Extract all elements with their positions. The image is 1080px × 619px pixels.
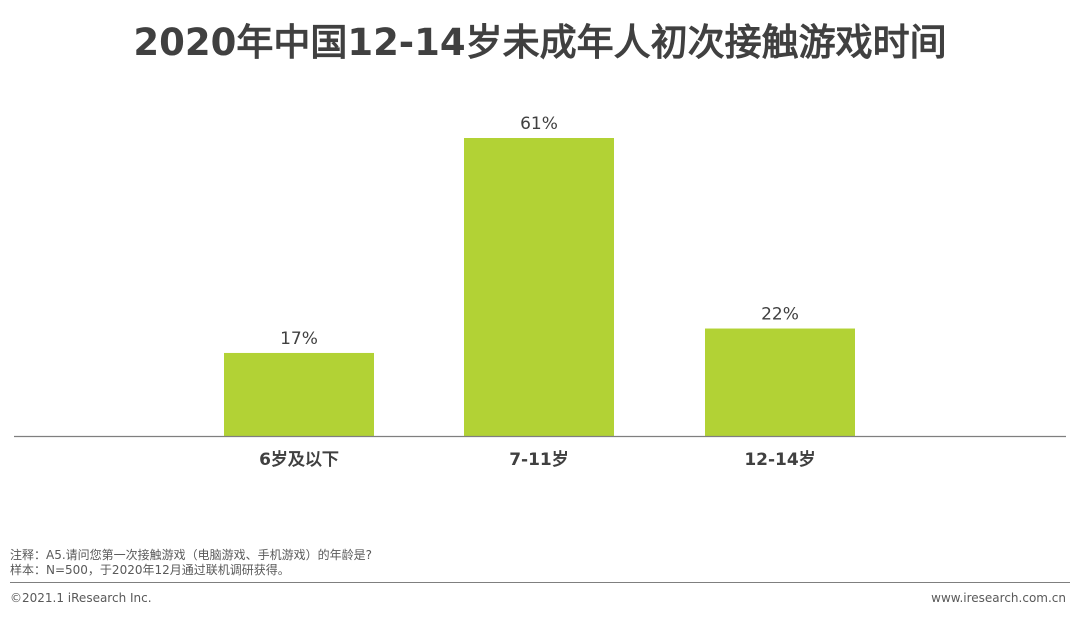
bar-chart: 17% 6岁及以下 61% 7-11岁 22% 12-14岁 — [14, 114, 1066, 470]
chart-notes: 注释：A5.请问您第一次接触游戏（电脑游戏、手机游戏）的年龄是? 样本：N=50… — [10, 548, 372, 578]
chart-title: 2020年中国12-14岁未成年人初次接触游戏时间 — [133, 21, 947, 64]
value-label-1: 61% — [520, 114, 558, 134]
category-label-0: 6岁及以下 — [259, 449, 339, 470]
bar-1 — [464, 138, 614, 436]
value-label-0: 17% — [280, 329, 318, 349]
value-label-2: 22% — [761, 305, 799, 325]
category-label-2: 12-14岁 — [744, 449, 815, 470]
note-question: 注释：A5.请问您第一次接触游戏（电脑游戏、手机游戏）的年龄是? — [10, 548, 373, 562]
bar-2 — [705, 328, 855, 436]
footer-divider — [10, 582, 1070, 583]
note-sample: 样本：N=500，于2020年12月通过联机调研获得。 — [10, 563, 290, 577]
bar-0 — [224, 352, 374, 436]
footer-copyright: ©2021.1 iResearch Inc. — [10, 591, 152, 605]
footer-website[interactable]: www.iresearch.com.cn — [931, 591, 1066, 605]
category-label-1: 7-11岁 — [509, 449, 569, 470]
